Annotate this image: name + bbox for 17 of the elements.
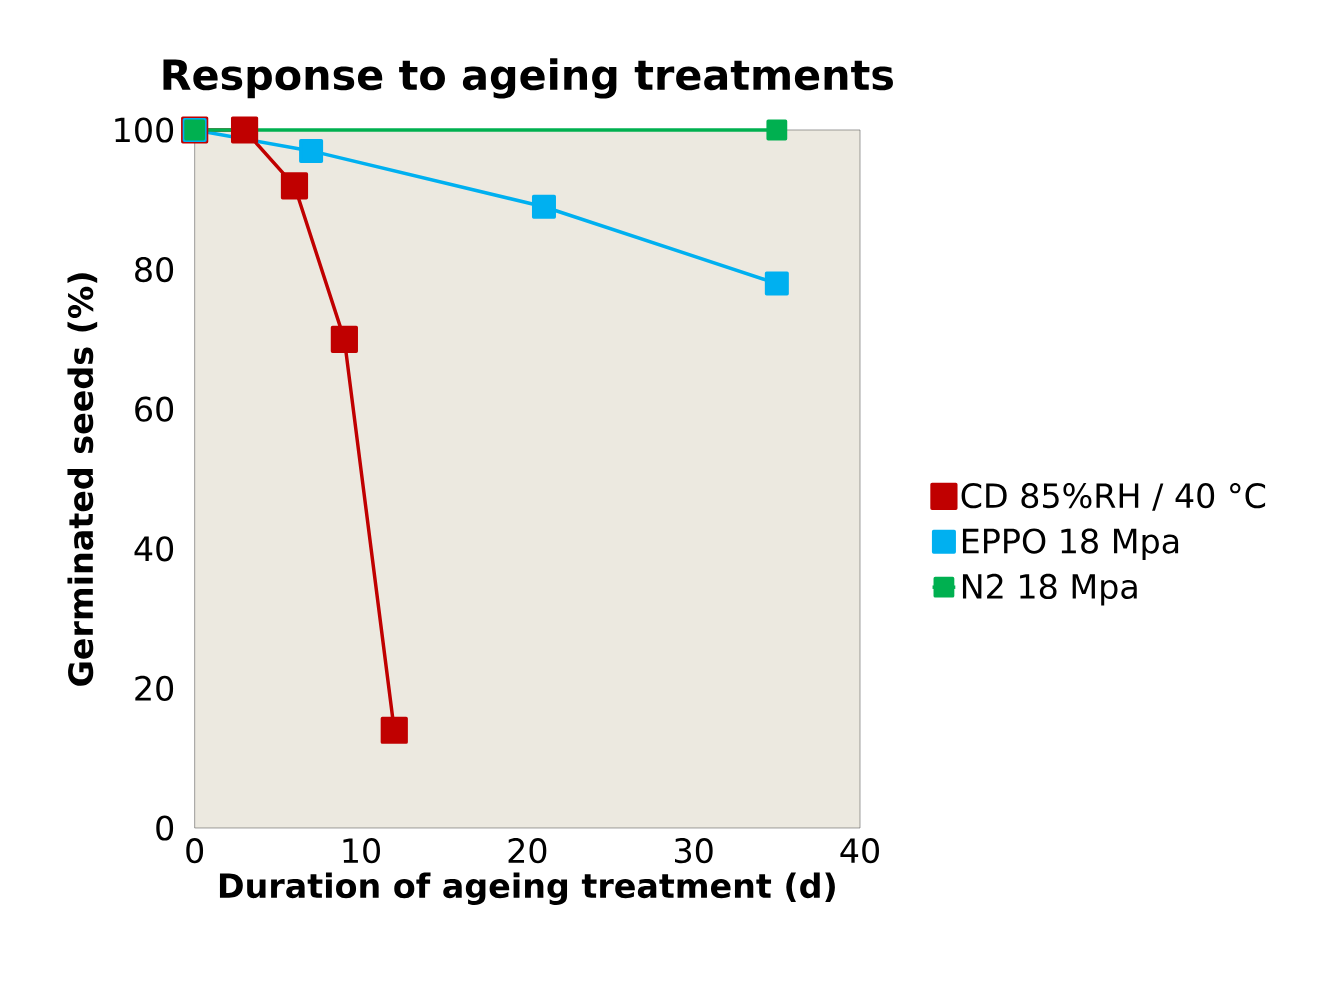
y-tick-label: 40 — [134, 536, 174, 562]
legend-label: CD 85%RH / 40 °C — [961, 483, 1266, 511]
y-tick-label: 100 — [115, 117, 174, 143]
y-tick-label: 20 — [135, 675, 174, 701]
y-tick-label: 60 — [135, 396, 174, 422]
x-tick-label: 20 — [508, 838, 547, 864]
x-tick-label: 40 — [840, 838, 879, 864]
y-axis-title: Germinated seeds (%) — [67, 273, 98, 686]
chart-title: Response to ageing treatments — [163, 58, 893, 99]
legend-label: N2 18 Mpa — [962, 573, 1137, 606]
x-tick-label: 10 — [343, 838, 380, 864]
legend-label: EPPO 18 Mpa — [962, 528, 1179, 561]
x-axis-title: Duration of ageing treatment (d) — [219, 872, 835, 905]
y-tick-label: 0 — [156, 815, 174, 841]
y-tick-label: 80 — [135, 256, 174, 283]
x-tick-label: 30 — [674, 838, 713, 864]
x-tick-label: 0 — [186, 838, 204, 864]
